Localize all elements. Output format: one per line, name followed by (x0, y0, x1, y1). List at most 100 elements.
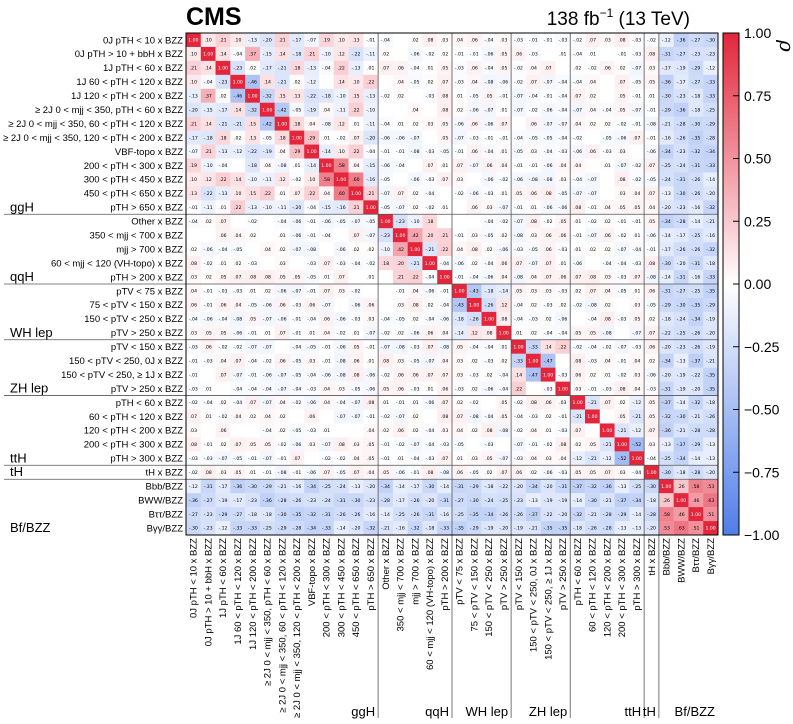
heatmap-cell (304, 256, 320, 271)
heatmap-cell (437, 116, 453, 131)
heatmap-cell (437, 102, 453, 117)
heatmap-cell (348, 311, 364, 327)
cell-value-label: .07 (219, 219, 226, 225)
heatmap-cell (525, 172, 541, 187)
cell-value-label: 1.00 (602, 428, 612, 434)
cell-value-label: .01 (648, 93, 655, 99)
heatmap-cell (230, 60, 246, 76)
cell-value-label: .14 (205, 66, 212, 72)
cell-value-label: .06 (441, 386, 448, 392)
cell-value-label: -.03 (233, 289, 242, 295)
heatmap-cell (333, 74, 349, 89)
heatmap-cell (644, 284, 660, 299)
heatmap-cell (644, 158, 660, 173)
cell-value-label: .63 (677, 526, 684, 532)
heatmap-cell (555, 270, 571, 285)
heatmap-cell (703, 46, 719, 62)
heatmap-cell (289, 74, 305, 89)
heatmap-cell (481, 242, 497, 257)
heatmap-cell (319, 228, 334, 243)
heatmap-cell (422, 311, 438, 327)
heatmap-cell (348, 214, 364, 229)
cell-value-label: -.26 (677, 247, 686, 253)
cell-value-label: .04 (323, 191, 330, 197)
cell-value-label: .04 (589, 107, 596, 113)
heatmap-cell (304, 214, 320, 229)
cell-value-label: .03 (352, 442, 359, 448)
heatmap-cell (363, 284, 379, 299)
cell-value-label: -.06 (544, 470, 553, 476)
cell-value-label: -.02 (366, 261, 375, 267)
y-tick-label: ≥ 2J 0 < mjj < 350, pTH < 60 x BZZ (35, 105, 183, 116)
cell-value-label: -.03 (603, 386, 612, 392)
cell-value-label: .02 (249, 414, 256, 420)
heatmap-cell (525, 325, 541, 340)
cell-value-label: -.22 (691, 372, 700, 378)
heatmap-cell (230, 367, 246, 382)
cell-value-label: -.06 (470, 107, 479, 113)
heatmap-cell (333, 242, 349, 257)
heatmap-cell (496, 367, 512, 382)
x-tick-label: BWW/BZZ (676, 538, 687, 583)
cell-value-label: .02 (426, 80, 433, 86)
colorbar-tick-label: 0.25 (744, 213, 771, 229)
cell-value-label: .08 (190, 442, 197, 448)
heatmap-cell (688, 158, 704, 173)
cell-value-label: -.07 (292, 247, 301, 253)
heatmap-cell (437, 256, 453, 271)
cell-value-label: .21 (205, 149, 212, 155)
heatmap-cell (673, 88, 689, 103)
cell-value-label: -.02 (381, 414, 390, 420)
cell-value-label: -.27 (691, 80, 700, 86)
heatmap-cell (289, 228, 305, 243)
cell-value-label: -.03 (484, 358, 493, 364)
heatmap-cell (452, 172, 467, 187)
heatmap-cell (186, 172, 201, 187)
cell-value-label: -.12 (189, 484, 198, 490)
heatmap-cell (215, 74, 231, 89)
heatmap-cell (319, 60, 334, 76)
cell-value-label: -.04 (307, 317, 316, 323)
cell-value-label: .14 (338, 80, 345, 86)
cell-value-label: .04 (234, 233, 241, 239)
cell-value-label: -.08 (278, 470, 287, 476)
heatmap-cell (215, 46, 231, 62)
cell-value-label: -.04 (396, 163, 405, 169)
cell-value-label: .08 (411, 303, 418, 309)
cell-value-label: -.32 (263, 93, 272, 99)
cell-value-label: .60 (352, 177, 359, 183)
cell-value-label: .07 (500, 470, 507, 476)
cell-value-label: -.32 (691, 400, 700, 406)
cell-value-label: -.02 (514, 428, 523, 434)
cell-value-label: -.18 (204, 135, 213, 141)
heatmap-cell (703, 200, 719, 215)
cell-value-label: -.04 (603, 107, 612, 113)
heatmap-cell (245, 214, 261, 229)
cell-value-label: .01 (249, 289, 256, 295)
heatmap-cell (688, 172, 704, 187)
cell-value-label: .04 (530, 456, 537, 462)
heatmap-cell (644, 256, 660, 271)
cell-value-label: .05 (264, 442, 271, 448)
cell-value-label: .07 (441, 456, 448, 462)
cell-value-label: .10 (205, 38, 212, 44)
cell-value-label: -.11 (337, 107, 346, 113)
heatmap-cell (585, 311, 600, 327)
cell-value-label: -.04 (544, 331, 553, 337)
cell-value-label: .02 (574, 289, 581, 295)
cell-value-label: .20 (426, 233, 433, 239)
y-tick-label: 0J pTH > 10 + bbH x BZZ (75, 49, 183, 60)
heatmap-cell (570, 116, 586, 131)
heatmap-cell (437, 200, 453, 215)
cell-value-label: -.01 (470, 52, 479, 58)
heatmap-cell (259, 144, 275, 159)
heatmap-cell (392, 158, 408, 173)
heatmap-cell (378, 325, 394, 340)
cell-value-label: 1.00 (247, 93, 257, 99)
cell-value-label: .06 (278, 358, 285, 364)
cell-value-label: -.02 (573, 135, 582, 141)
cell-value-label: -.04 (617, 261, 626, 267)
heatmap-cell (319, 88, 334, 103)
cell-value-label: -.01 (189, 372, 198, 378)
heatmap-cell (703, 297, 719, 313)
